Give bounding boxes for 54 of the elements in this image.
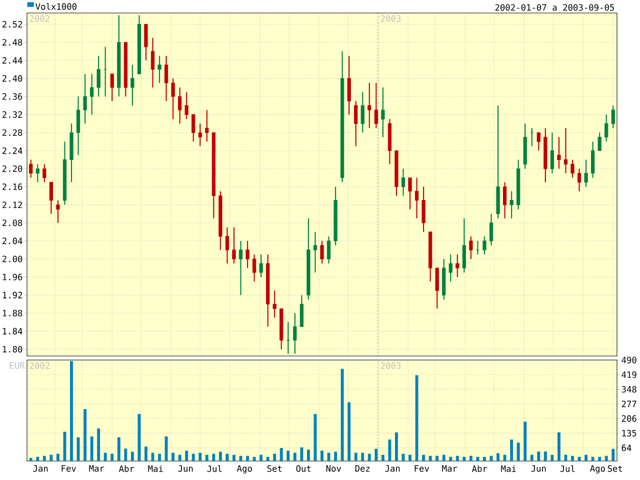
x-tick-label: Set (267, 465, 282, 472)
x-tick-label: Jul (560, 465, 575, 472)
y-tick-label: 2.12 (2, 202, 22, 208)
x-tick-label: Nov (326, 465, 341, 472)
y-tick-label: 419 (622, 371, 636, 378)
ref-line-label: 2003 (381, 15, 401, 22)
annotation: 2002 (30, 15, 50, 22)
x-tick-label: Jun (178, 465, 193, 472)
x-tick-label: Out (296, 465, 311, 472)
y-tick-label: 1.92 (2, 292, 22, 298)
chart-subtitle: 2002-01-07 a 2003-09-05 (495, 4, 614, 11)
x-tick-label: Fev (414, 465, 430, 472)
y-tick-label: 2.44 (2, 57, 22, 64)
x-tick-label: Ago (590, 465, 605, 474)
x-tick-label: Fev (62, 465, 76, 472)
x-tick-label: Abr (118, 465, 134, 472)
y-tick-label: 2.36 (2, 93, 22, 100)
y-tick-label: 2.16 (2, 183, 22, 190)
y-tick-label: 2.28 (2, 129, 22, 136)
x-tick-label: Mar (89, 465, 104, 472)
y-tick-label: 1.96 (2, 274, 22, 280)
y-tick-label: 2.20 (2, 165, 22, 172)
y-tick-label: 1.88 (2, 310, 22, 316)
y-tick-label: 135 (622, 430, 636, 436)
x-tick-label: Set (608, 465, 622, 472)
y-tick-label: 64 (622, 444, 632, 452)
y-axis-title: EUR (10, 362, 25, 369)
y-tick-label: 1.84 (2, 328, 22, 334)
y-tick-label: 2.04 (2, 238, 22, 244)
y-tick-label: 277 (622, 400, 636, 408)
x-tick-label: Jan (33, 465, 48, 472)
y-tick-label: 2.48 (2, 39, 22, 46)
y-tick-label: 2.32 (2, 111, 22, 118)
x-tick-label: Abr (472, 465, 488, 472)
legend-label: Volx1000 (36, 3, 76, 10)
y-tick-label: 348 (622, 386, 636, 393)
y-tick-label: 206 (622, 415, 636, 422)
x-tick-label: Jun (531, 465, 546, 472)
ref-line-label: 2003 (381, 362, 401, 369)
x-tick-label: Dez (355, 465, 370, 472)
x-tick-label: Ago (236, 465, 252, 474)
x-tick-label: Mai (501, 465, 516, 472)
x-tick-label: Mar (442, 465, 458, 472)
x-tick-label: Jan (385, 465, 400, 472)
x-tick-label: Jul (207, 465, 222, 472)
y-tick-label: 1.80 (2, 346, 22, 353)
y-tick-label: 2.40 (2, 75, 22, 82)
y-tick-label: 2.24 (2, 147, 22, 154)
y-tick-label: 2.08 (2, 220, 22, 226)
y-tick-label: 2.52 (2, 21, 22, 28)
x-tick-label: Mai (148, 465, 163, 472)
y-tick-label: 490 (622, 356, 636, 364)
y-tick-label: 2.00 (2, 256, 22, 262)
annotation: 2002 (30, 362, 50, 369)
